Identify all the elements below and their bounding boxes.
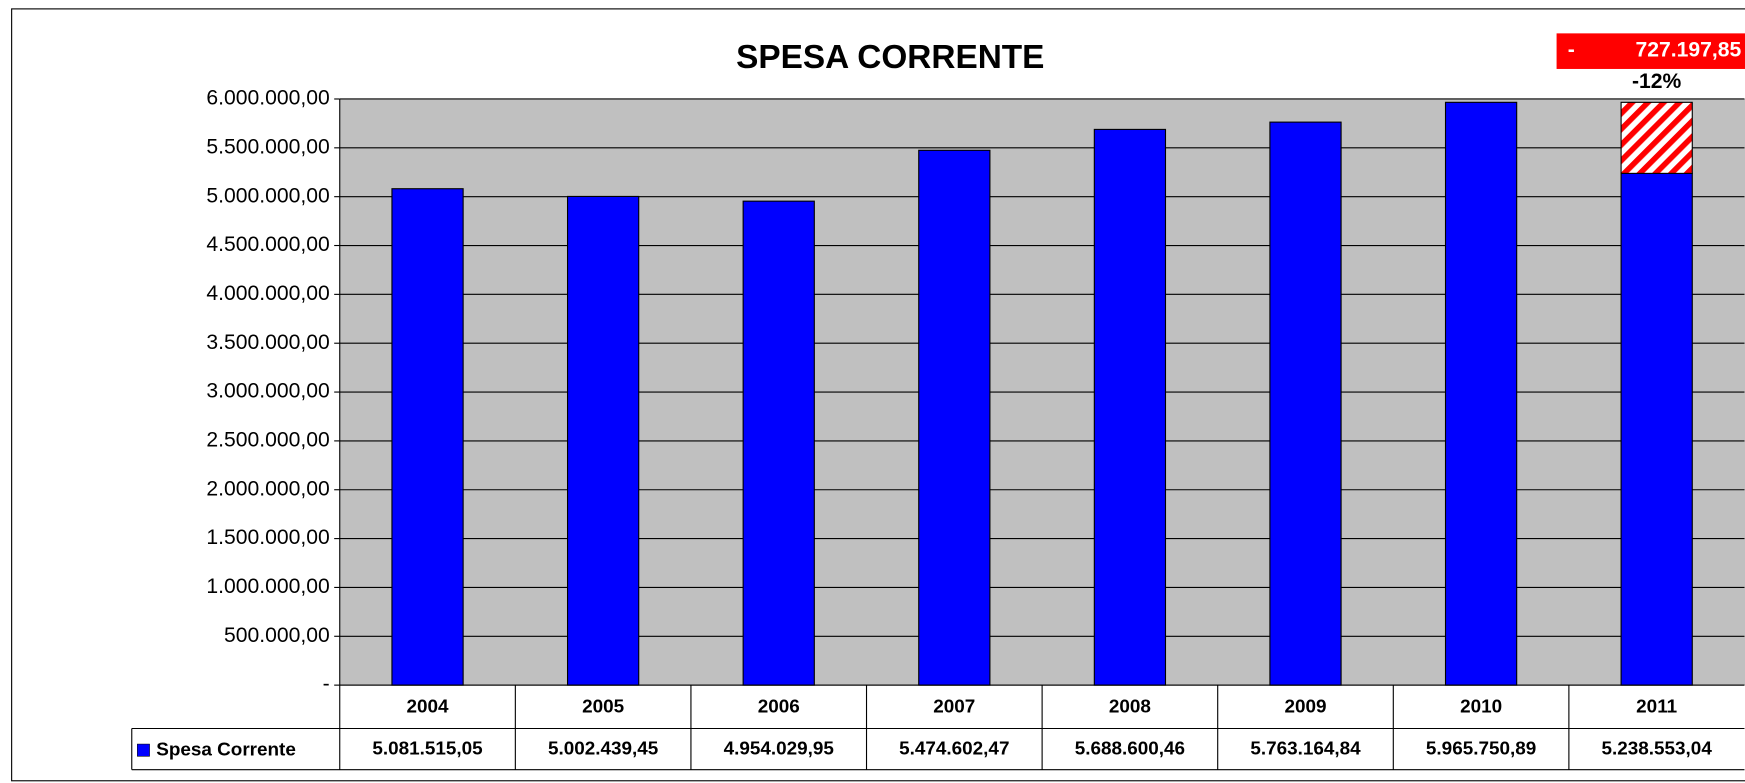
bar: [1444, 101, 1518, 686]
legend-label: Spesa Corrente: [156, 740, 296, 761]
x-tick-label: 2005: [582, 696, 624, 717]
reduction-value: 727.197,85: [1635, 39, 1741, 62]
table-value: 5.763.164,84: [1250, 739, 1361, 760]
legend-marker: [137, 743, 150, 757]
y-tick-label: 1.000.000,00: [206, 575, 329, 598]
y-tick-label: -: [323, 673, 330, 696]
reduction-label-box: [1556, 33, 1745, 69]
y-tick-label: 1.500.000,00: [206, 526, 329, 549]
y-tick-label: 500.000,00: [224, 624, 330, 647]
bar: [742, 200, 815, 686]
table-value: 5.081.515,05: [372, 739, 482, 760]
y-tick-label: 5.000.000,00: [206, 184, 329, 207]
table-value: 5.965.750,89: [1426, 739, 1536, 760]
chart-title: SPESA CORRENTE: [736, 39, 1044, 76]
y-tick-label: 6.000.000,00: [206, 87, 329, 110]
x-tick-label: 2009: [1284, 696, 1326, 717]
y-tick-label: 4.500.000,00: [206, 233, 329, 256]
table-value: 5.002.439,45: [548, 739, 658, 760]
bar: [566, 195, 640, 686]
y-tick-label: 3.500.000,00: [206, 331, 329, 354]
x-tick-label: 2006: [758, 696, 800, 717]
x-tick-label: 2008: [1109, 696, 1151, 717]
table-value: 5.238.553,04: [1602, 739, 1713, 760]
table-value: 5.474.602,47: [899, 739, 1009, 760]
reduction-segment: [1620, 101, 1693, 174]
y-tick-label: 2.000.000,00: [206, 477, 329, 500]
x-tick-label: 2004: [407, 696, 450, 717]
x-tick-label: 2010: [1460, 696, 1502, 717]
bar: [391, 188, 464, 686]
y-tick-label: 4.000.000,00: [206, 282, 329, 305]
y-tick-label: 2.500.000,00: [206, 428, 329, 451]
bar: [1620, 172, 1693, 686]
y-tick-label: 3.000.000,00: [206, 380, 329, 403]
bar: [1269, 121, 1342, 686]
reduction-sign: -: [1568, 39, 1575, 62]
x-tick-label: 2011: [1636, 696, 1677, 717]
table-value: 4.954.029,95: [724, 739, 834, 760]
y-tick-label: 5.500.000,00: [206, 135, 329, 158]
table-value: 5.688.600,46: [1075, 739, 1185, 760]
bar: [1093, 128, 1167, 686]
bar: [918, 149, 991, 686]
reduction-percent: -12%: [1632, 70, 1682, 93]
x-tick-label: 2007: [933, 696, 975, 717]
